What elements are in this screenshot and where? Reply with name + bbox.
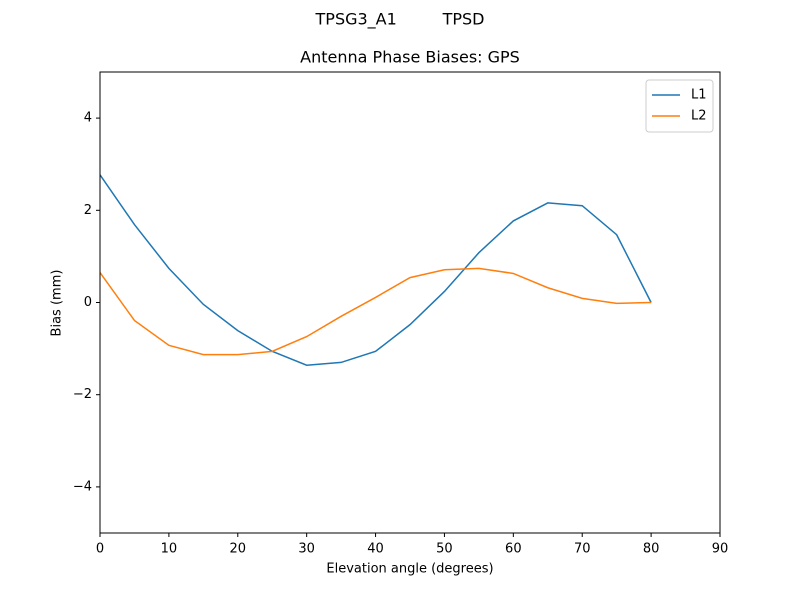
x-tick-label: 10 [161, 542, 178, 557]
x-tick-label: 80 [643, 542, 660, 557]
y-tick-label: 2 [84, 203, 92, 218]
line-series [99, 267, 652, 356]
x-tick-label: 0 [96, 542, 104, 557]
plot-frame [99, 71, 721, 534]
legend-label: L2 [691, 109, 707, 124]
x-tick-label: 50 [436, 542, 453, 557]
x-tick-label: 90 [712, 542, 729, 557]
x-axis-label: Elevation angle (degrees) [326, 562, 493, 577]
y-axis-label: Bias (mm) [50, 270, 65, 337]
suptitle: TPSG3_A1 TPSD [315, 10, 485, 30]
legend-box [645, 79, 714, 133]
y-tick-label: −2 [73, 387, 92, 402]
x-tick-label: 20 [230, 542, 247, 557]
x-tick-label: 70 [574, 542, 591, 557]
line-series [99, 174, 652, 366]
x-tick-label: 40 [367, 542, 384, 557]
x-tick-label: 30 [298, 542, 315, 557]
x-tick-label: 60 [505, 542, 522, 557]
y-tick-label: 0 [84, 295, 92, 310]
y-tick-label: 4 [84, 111, 92, 126]
y-tick-label: −4 [73, 479, 92, 494]
chart-title: Antenna Phase Biases: GPS [300, 48, 520, 67]
legend-label: L1 [691, 88, 707, 103]
